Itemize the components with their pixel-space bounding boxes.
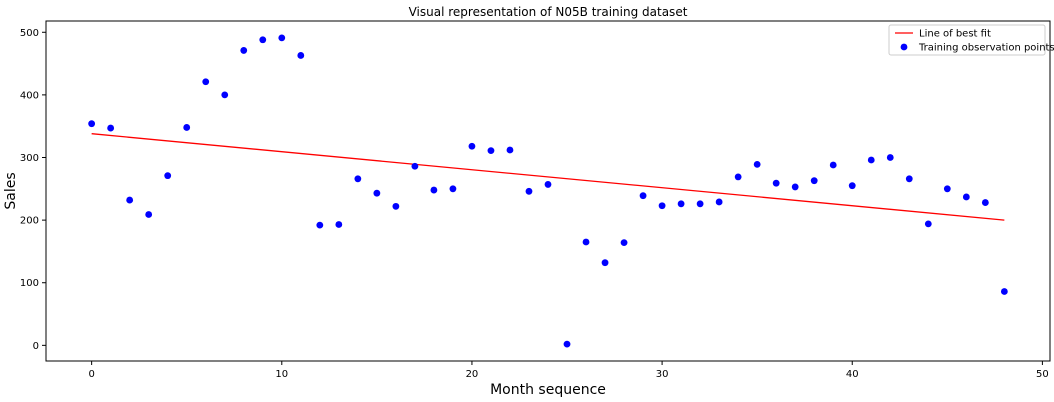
data-point [848, 182, 856, 190]
data-point [259, 36, 267, 44]
data-point [753, 160, 761, 168]
data-point [373, 189, 381, 197]
data-point [107, 124, 115, 132]
series-layer [88, 34, 1008, 348]
x-tick-label: 20 [466, 369, 479, 380]
data-point [677, 200, 685, 208]
data-point [430, 186, 438, 194]
legend-label: Line of best fit [919, 29, 991, 40]
y-tick-label: 0 [33, 341, 39, 352]
data-point [1000, 288, 1008, 295]
x-tick-label: 0 [88, 369, 94, 380]
data-point [297, 52, 305, 59]
data-point [639, 192, 647, 200]
data-point [696, 200, 704, 208]
data-point [943, 185, 951, 193]
y-tick-label: 200 [20, 216, 39, 227]
data-point [487, 147, 495, 155]
data-point [449, 185, 457, 193]
legend-marker-swatch [900, 43, 908, 51]
data-point [468, 142, 476, 150]
x-tick-label: 30 [656, 369, 669, 380]
data-point [981, 199, 989, 206]
x-tick-label: 40 [846, 369, 859, 380]
data-point [829, 161, 837, 169]
data-point [316, 221, 324, 229]
plot-area-frame [45, 20, 1051, 362]
best-fit-line [91, 133, 1005, 221]
data-point [867, 156, 875, 164]
data-point [240, 47, 248, 54]
data-point [278, 34, 286, 42]
data-point [734, 173, 742, 181]
x-tick-label: 10 [275, 369, 288, 380]
data-point [810, 177, 818, 185]
y-axis: 0 100 200 300 400 500 [20, 28, 46, 352]
data-point [658, 202, 666, 210]
data-point [601, 259, 609, 267]
legend-box [888, 24, 1046, 56]
y-tick-label: 400 [20, 90, 39, 101]
data-point [582, 238, 590, 246]
legend-label: Training observation points [918, 43, 1054, 54]
data-point [791, 183, 799, 191]
data-point [88, 120, 96, 128]
data-point [620, 239, 628, 247]
data-point [335, 221, 343, 228]
data-point [563, 340, 571, 348]
x-axis: 0 10 20 30 40 50 [88, 361, 1049, 380]
data-point [886, 154, 894, 161]
chart-title: Visual representation of N05B training d… [409, 5, 688, 19]
legend: Line of best fit Training observation poi… [888, 24, 1054, 56]
data-point [525, 187, 533, 195]
y-tick-label: 100 [20, 278, 39, 289]
data-point [183, 124, 191, 131]
data-point [506, 146, 514, 154]
data-point [126, 196, 134, 204]
data-point [924, 220, 932, 228]
data-point [544, 181, 552, 188]
data-point [221, 91, 229, 99]
data-point [905, 175, 913, 183]
data-point [715, 198, 723, 206]
data-point [202, 78, 210, 86]
x-tick-label: 50 [1036, 369, 1049, 380]
data-point [411, 162, 419, 170]
y-tick-label: 300 [20, 153, 39, 164]
data-point [962, 193, 970, 201]
data-point [392, 202, 400, 210]
data-point [164, 172, 172, 180]
data-point [354, 175, 362, 183]
data-point [145, 211, 153, 218]
y-axis-title: Sales [3, 172, 19, 209]
y-tick-label: 500 [20, 28, 39, 39]
data-point [772, 179, 780, 187]
x-axis-title: Month sequence [490, 382, 606, 398]
